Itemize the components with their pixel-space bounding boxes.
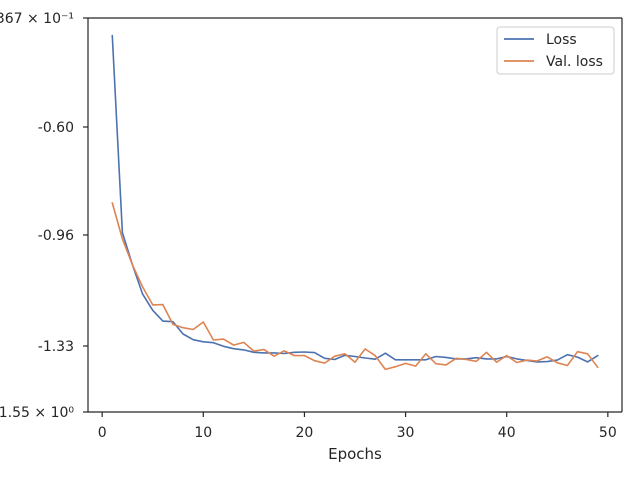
legend-label-val-loss: Val. loss [546,54,603,70]
x-tick-label: 40 [498,425,516,441]
y-tick-label: -0.96 [38,228,74,244]
legend-label-loss: Loss [546,32,577,48]
series-line-loss [111,34,599,363]
legend: Loss Val. loss [496,26,615,75]
x-tick-label: 10 [194,425,212,441]
ticks-layer: 0 10 20 30 40 50 −2.367 × 10⁻¹ -0.60 -0.96 -1.33 −… [0,11,617,441]
x-axis-title: Epochs [328,445,382,463]
x-tick-label: 30 [397,425,415,441]
axes-layer [87,17,623,413]
series-line-val-loss [111,202,599,371]
x-tick-label: 20 [296,425,314,441]
x-tick-label: 0 [98,425,107,441]
y-tick-label: -0.60 [38,120,74,136]
y-tick-label: −2.367 × 10⁻¹ [0,11,74,27]
plot-area [88,18,622,412]
x-tick-label: 50 [599,425,617,441]
y-tick-label: -1.33 [38,339,74,355]
series-layer [111,34,599,371]
y-tick-label: −1.55 × 10⁰ [0,405,74,421]
